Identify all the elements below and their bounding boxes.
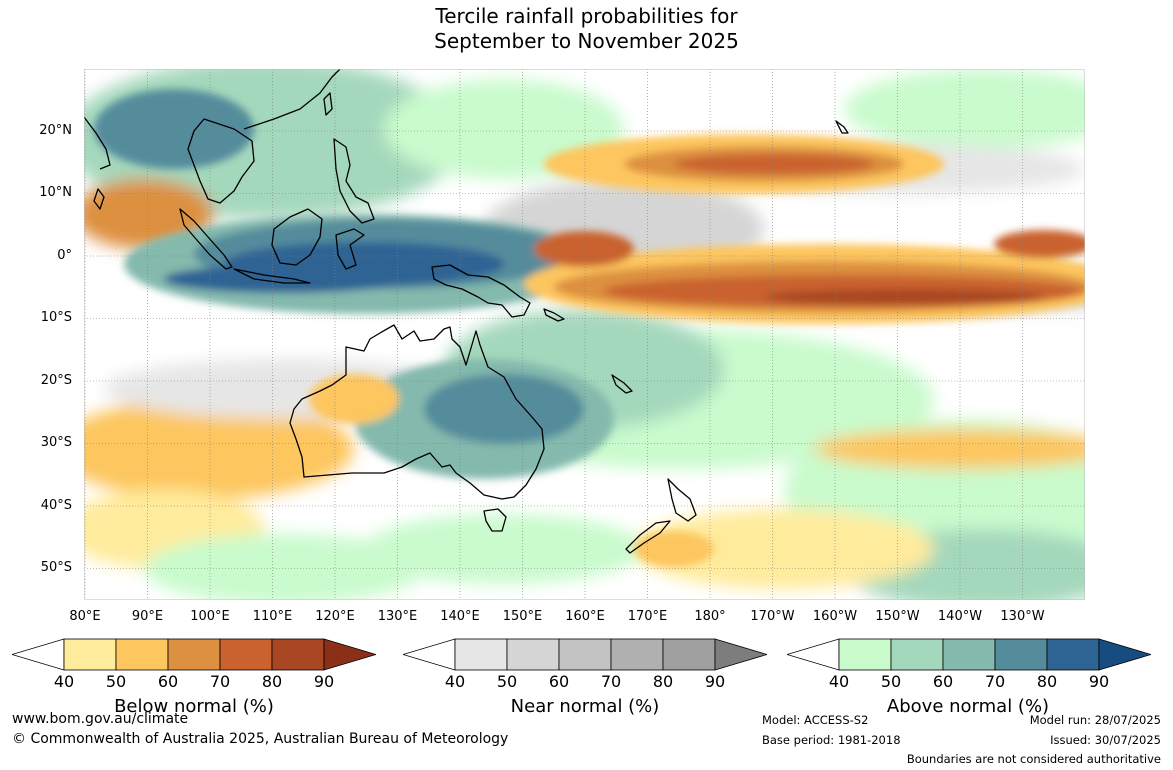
model-text: Model: ACCESS-S2 xyxy=(762,713,869,727)
colorbar-segment xyxy=(167,638,221,671)
colorbar-tick: 70 xyxy=(209,672,231,691)
colorbar-tick: 80 xyxy=(261,672,283,691)
lon-label: 120°E xyxy=(315,609,355,624)
colorbar-segment xyxy=(115,638,169,671)
lon-label: 150°E xyxy=(502,609,543,624)
lon-label: 150°W xyxy=(875,609,920,624)
colorbar-tick: 60 xyxy=(548,672,570,691)
colorbar-tick: 50 xyxy=(496,672,518,691)
colorbar-tick: 50 xyxy=(105,672,127,691)
colorbar-segment xyxy=(714,638,767,671)
title-line-2: September to November 2025 xyxy=(434,29,739,53)
map-title: Tercile rainfall probabilities for Septe… xyxy=(0,4,1173,54)
lat-label: 10°N xyxy=(39,185,72,200)
colorbar-tick: 70 xyxy=(600,672,622,691)
website-text: www.bom.gov.au/climate xyxy=(12,711,189,727)
colorbar-segment xyxy=(787,638,840,671)
colorbar-near-normal xyxy=(403,638,767,671)
colorbar-label-near: Near normal (%) xyxy=(510,696,660,717)
colorbar-segment xyxy=(942,638,996,671)
colorbar-above-normal xyxy=(787,638,1151,671)
lon-label: 170°W xyxy=(750,609,795,624)
lon-label: 130°W xyxy=(1000,609,1045,624)
lat-label: 0° xyxy=(57,248,72,263)
colorbar-tick: 80 xyxy=(1036,672,1058,691)
base-period-text: Base period: 1981-2018 xyxy=(762,733,901,747)
lat-label: 30°S xyxy=(40,435,72,450)
lon-label: 140°W xyxy=(937,609,983,624)
lon-label: 100°E xyxy=(190,609,230,624)
colorbar-tick: 60 xyxy=(932,672,954,691)
colorbar-segment xyxy=(403,638,456,671)
colorbar-tick: 40 xyxy=(828,672,850,691)
colorbar-segment xyxy=(558,638,612,671)
colorbar-segment xyxy=(1046,638,1100,671)
probability-map xyxy=(84,69,1085,600)
colorbar-segment xyxy=(662,638,716,671)
colorbar-segment xyxy=(838,638,892,671)
colorbar-tick: 40 xyxy=(444,672,466,691)
lat-label: 20°S xyxy=(40,373,72,388)
colorbar-segment xyxy=(271,638,325,671)
lon-label: 160°W xyxy=(812,609,858,624)
lat-label: 40°S xyxy=(40,498,72,513)
colorbar-tick: 90 xyxy=(704,672,726,691)
colorbar-segment xyxy=(890,638,944,671)
colorbar-segment xyxy=(219,638,273,671)
lon-label: 140°E xyxy=(440,609,480,624)
issued-text: Issued: 30/07/2025 xyxy=(1050,733,1161,747)
lat-label: 10°S xyxy=(40,310,72,325)
colorbar-tick: 60 xyxy=(157,672,179,691)
gridlines xyxy=(84,69,1085,600)
colorbar-tick: 50 xyxy=(880,672,902,691)
colorbar-segment xyxy=(12,638,65,671)
colorbar-segment xyxy=(63,638,117,671)
colorbar-segment xyxy=(506,638,560,671)
colorbar-segment xyxy=(1098,638,1151,671)
model-run-text: Model run: 28/07/2025 xyxy=(1029,713,1161,727)
colorbar-segment xyxy=(454,638,508,671)
colorbar-segment xyxy=(994,638,1048,671)
colorbar-label-below: Below normal (%) xyxy=(114,696,274,717)
lat-label: 50°S xyxy=(40,560,72,575)
lon-label: 130°E xyxy=(377,609,418,624)
lon-label: 110°E xyxy=(252,609,293,624)
coastlines xyxy=(84,69,849,554)
lon-label: 170°E xyxy=(627,609,668,624)
copyright-text: © Commonwealth of Australia 2025, Austra… xyxy=(12,731,509,747)
lat-label: 20°N xyxy=(39,123,72,138)
colorbar-tick: 70 xyxy=(984,672,1006,691)
lon-label: 90°E xyxy=(131,609,164,624)
colorbar-segment xyxy=(323,638,376,671)
colorbar-tick: 40 xyxy=(53,672,75,691)
lon-label: 180° xyxy=(694,609,726,624)
lon-label: 160°E xyxy=(565,609,605,624)
colorbar-label-above: Above normal (%) xyxy=(886,696,1050,717)
colorbar-below-normal xyxy=(12,638,376,671)
disclaimer-text: Boundaries are not considered authoritat… xyxy=(906,752,1161,766)
colorbar-tick: 90 xyxy=(1088,672,1110,691)
colorbar-tick: 90 xyxy=(313,672,335,691)
colorbar-tick: 80 xyxy=(652,672,674,691)
lon-label: 80°E xyxy=(69,609,101,624)
colorbar-segment xyxy=(610,638,664,671)
title-line-1: Tercile rainfall probabilities for xyxy=(435,4,738,28)
